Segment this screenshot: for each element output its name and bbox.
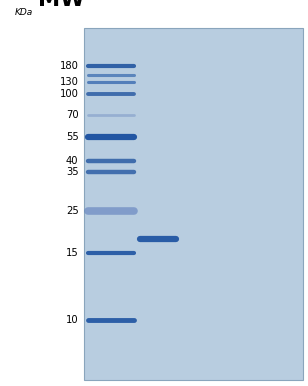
Text: 180: 180 — [60, 61, 79, 71]
Text: 15: 15 — [66, 248, 79, 258]
Text: MW: MW — [38, 0, 85, 10]
Text: 40: 40 — [66, 156, 79, 166]
Bar — [84, 28, 303, 380]
Text: 55: 55 — [66, 132, 79, 142]
Text: 10: 10 — [66, 315, 79, 325]
Text: KDa: KDa — [15, 8, 33, 17]
Text: 35: 35 — [66, 167, 79, 176]
Text: 25: 25 — [66, 206, 79, 216]
Text: 100: 100 — [60, 89, 79, 99]
Text: 70: 70 — [66, 110, 79, 120]
Text: 130: 130 — [60, 78, 79, 87]
